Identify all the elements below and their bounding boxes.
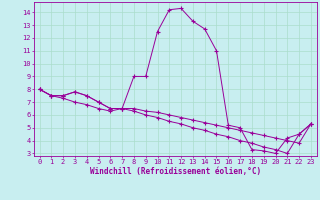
X-axis label: Windchill (Refroidissement éolien,°C): Windchill (Refroidissement éolien,°C) <box>90 167 261 176</box>
